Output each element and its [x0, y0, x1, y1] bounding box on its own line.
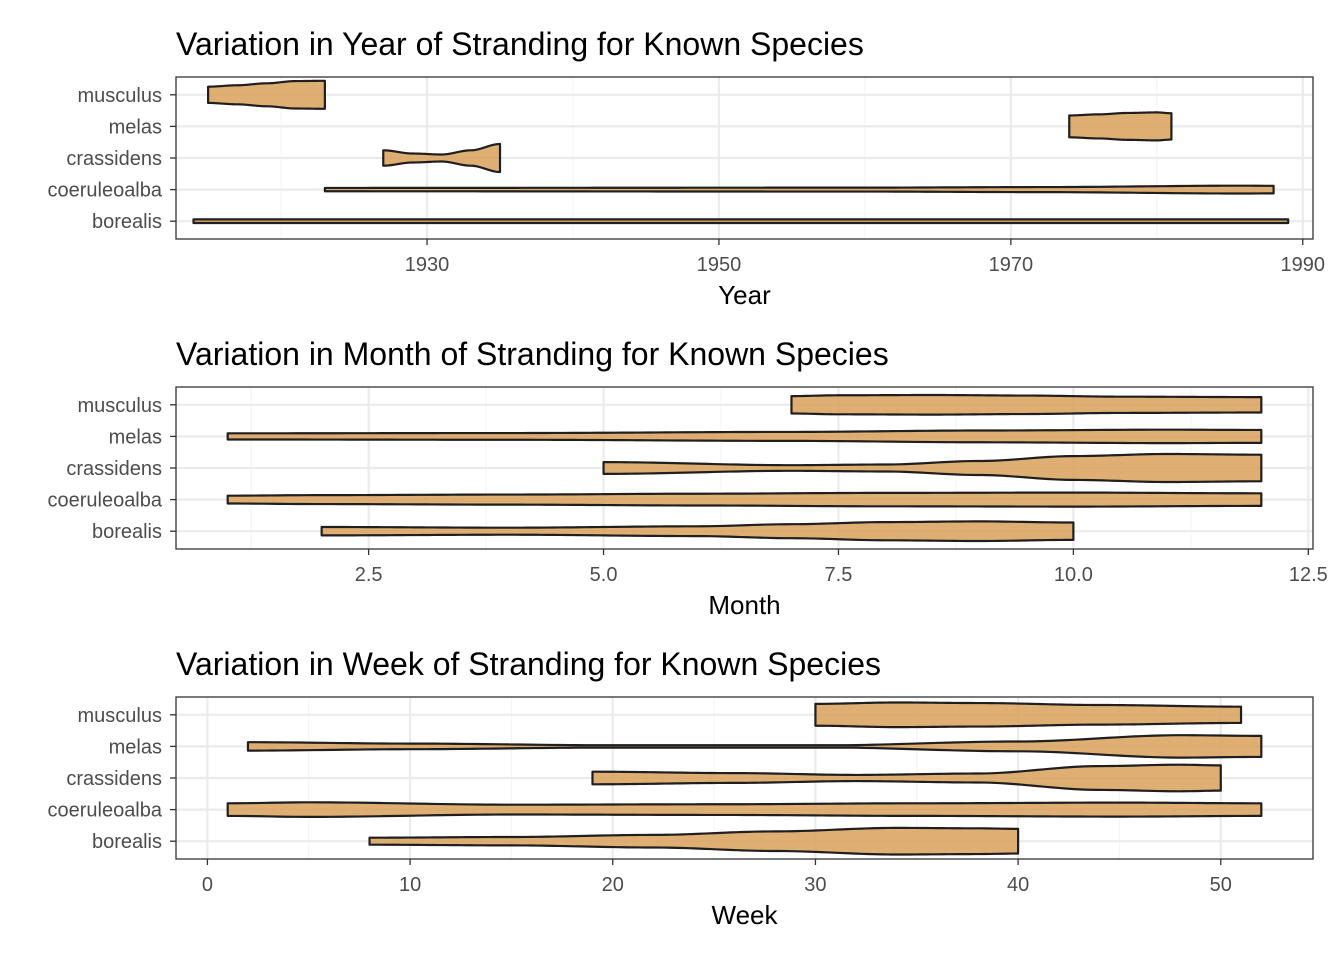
- chart-title: Variation in Month of Stranding for Know…: [176, 336, 889, 372]
- y-tick-label: musculus: [78, 395, 162, 417]
- chart-title: Variation in Week of Stranding for Known…: [176, 646, 881, 682]
- y-tick-label: borealis: [92, 211, 162, 233]
- x-tick-label: 20: [602, 874, 624, 896]
- x-tick-label: 1990: [1281, 254, 1326, 276]
- x-tick-label: 1970: [989, 254, 1034, 276]
- y-tick-label: crassidens: [66, 768, 162, 790]
- y-tick-label: coeruleoalba: [47, 490, 162, 512]
- violin-coeruleoalba: [226, 801, 1263, 818]
- x-tick-label: 30: [804, 874, 826, 896]
- y-tick-label: melas: [109, 736, 162, 758]
- x-tick-label: 12.5: [1289, 564, 1328, 586]
- x-tick-label: 0: [202, 874, 213, 896]
- x-axis-label: Month: [708, 590, 780, 620]
- violin-melas: [246, 734, 1263, 759]
- panel-1: Variation in Year of Stranding for Known…: [47, 26, 1325, 310]
- violin-musculus: [207, 79, 326, 110]
- y-tick-label: borealis: [92, 831, 162, 853]
- chart-title: Variation in Year of Stranding for Known…: [176, 26, 864, 62]
- violin-borealis: [368, 826, 1020, 856]
- violin-musculus: [814, 701, 1243, 729]
- y-tick-label: borealis: [92, 521, 162, 543]
- y-tick-label: crassidens: [66, 458, 162, 480]
- x-tick-label: 2.5: [355, 564, 383, 586]
- violin-crassidens: [602, 452, 1263, 484]
- x-tick-label: 1950: [697, 254, 742, 276]
- y-tick-label: melas: [109, 116, 162, 138]
- violin-musculus: [790, 393, 1263, 416]
- violin-coeruleoalba: [226, 491, 1263, 508]
- violin-crassidens: [591, 763, 1222, 793]
- y-tick-label: coeruleoalba: [47, 180, 162, 202]
- x-tick-label: 10: [399, 874, 421, 896]
- violin-crassidens: [382, 142, 502, 174]
- y-tick-label: melas: [109, 426, 162, 448]
- x-tick-label: 1930: [405, 254, 450, 276]
- x-tick-label: 5.0: [590, 564, 618, 586]
- y-tick-label: musculus: [78, 85, 162, 107]
- x-tick-label: 7.5: [825, 564, 853, 586]
- x-tick-label: 40: [1007, 874, 1029, 896]
- y-tick-label: crassidens: [66, 148, 162, 170]
- x-axis-label: Week: [712, 900, 779, 930]
- panel-3: Variation in Week of Stranding for Known…: [47, 646, 1314, 930]
- x-axis-label: Year: [718, 280, 771, 310]
- violin-borealis: [192, 218, 1290, 225]
- violin-coeruleoalba: [323, 184, 1275, 195]
- violin-melas: [226, 428, 1263, 445]
- violin-melas: [1068, 111, 1173, 142]
- x-tick-label: 50: [1210, 874, 1232, 896]
- x-tick-label: 10.0: [1054, 564, 1093, 586]
- violin-borealis: [320, 520, 1075, 543]
- panel-2: Variation in Month of Stranding for Know…: [47, 336, 1327, 620]
- y-tick-label: coeruleoalba: [47, 800, 162, 822]
- y-tick-label: musculus: [78, 705, 162, 727]
